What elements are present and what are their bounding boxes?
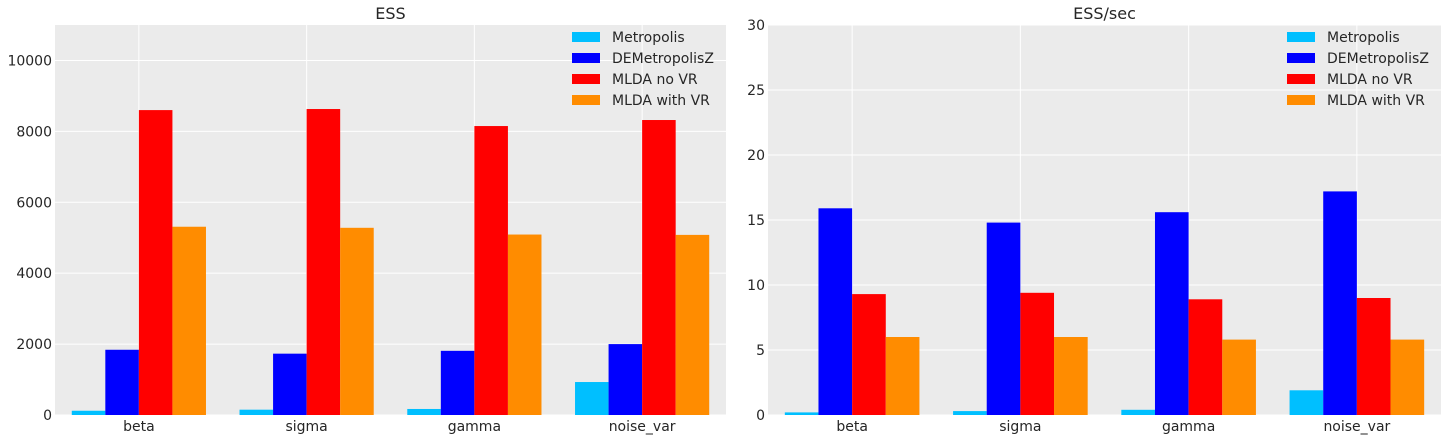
legend-label: MLDA with VR [612,93,710,109]
bar-demetropolisz-noise_var [608,344,643,415]
legend-label: Metropolis [1327,30,1400,46]
legend-swatch [572,74,600,84]
legend-swatch [572,95,600,105]
bar-demetropolisz-sigma [273,353,307,415]
bar-demetropolisz-gamma [440,350,475,415]
legend-label: DEMetropolisZ [612,51,714,67]
legend-swatch [1287,95,1315,105]
bar-mlda-with-vr-noise_var [675,234,710,415]
y-tick-label: 2000 [16,337,52,353]
bar-metropolis-noise_var [1289,390,1324,415]
bar-mlda-no-vr-sigma [1020,292,1055,415]
x-tick-label: gamma [448,419,501,435]
bar-demetropolisz-beta [105,349,139,415]
y-tick-label: 10 [747,278,765,294]
legend-label: MLDA no VR [1327,72,1413,88]
bar-mlda-no-vr-beta [138,110,173,415]
y-tick-label: 4000 [16,266,52,282]
legend-swatch [1287,53,1315,63]
chart-title: ESS [375,4,405,23]
bar-mlda-no-vr-noise_var [1356,298,1391,415]
bar-metropolis-noise_var [575,382,609,415]
bar-mlda-no-vr-gamma [474,126,508,415]
bar-mlda-with-vr-sigma [340,227,374,415]
legend-label: MLDA with VR [1327,93,1425,109]
legend-label: MLDA no VR [612,72,698,88]
y-tick-label: 6000 [16,195,52,211]
bar-mlda-with-vr-gamma [1222,339,1256,415]
x-tick-label: sigma [999,419,1041,435]
bar-metropolis-sigma [953,411,987,415]
y-tick-label: 10000 [7,53,52,69]
bar-mlda-with-vr-beta [885,337,920,415]
x-tick-label: noise_var [1323,419,1390,435]
legend: Metropolis DEMetropolisZ MLDA no VR MLDA wi… [572,30,714,109]
bar-metropolis-beta [784,412,819,415]
bar-metropolis-gamma [1121,409,1155,415]
bar-mlda-with-vr-beta [172,226,206,415]
legend-swatch [1287,74,1315,84]
legend: Metropolis DEMetropolisZ MLDA no VR MLDA wi… [1287,30,1429,109]
chart-title: ESS/sec [1073,4,1136,23]
legend-label: DEMetropolisZ [1327,51,1429,67]
y-tick-label: 0 [756,408,765,424]
bar-mlda-with-vr-noise_var [1390,339,1425,415]
y-tick-label: 0 [43,408,52,424]
legend-swatch [572,53,600,63]
chart-panel-2: 0 5 10 15 20 25 30 beta sigma gamma noise_var ESS/s… [747,4,1441,435]
bar-demetropolisz-beta [818,208,853,415]
x-tick-label: sigma [285,419,327,435]
bar-demetropolisz-sigma [986,222,1021,415]
y-tick-label: 25 [747,83,765,99]
bar-mlda-no-vr-sigma [306,109,341,415]
bar-mlda-no-vr-beta [852,294,886,415]
bar-demetropolisz-gamma [1154,212,1189,415]
x-tick-label: noise_var [609,419,676,435]
bar-mlda-with-vr-sigma [1054,337,1088,415]
bar-demetropolisz-noise_var [1323,191,1357,415]
legend-swatch [572,32,600,42]
y-tick-label: 30 [747,18,765,34]
y-tick-label: 15 [747,213,765,229]
x-tick-label: gamma [1162,419,1215,435]
bar-metropolis-sigma [239,409,274,415]
legend-label: Metropolis [612,30,685,46]
legend-swatch [1287,32,1315,42]
chart-panel-1: 0 2000 4000 6000 8000 10000 beta sigma gamma nois… [7,4,726,435]
x-tick-label: beta [123,419,155,435]
x-tick-label: beta [836,419,868,435]
y-tick-label: 8000 [16,124,52,140]
y-tick-label: 20 [747,148,765,164]
y-tick-label: 5 [756,343,765,359]
bar-mlda-no-vr-noise_var [642,120,676,415]
bar-metropolis-beta [71,410,106,415]
bar-metropolis-gamma [407,408,441,415]
bar-mlda-with-vr-gamma [507,234,542,415]
bar-mlda-no-vr-gamma [1188,299,1223,415]
